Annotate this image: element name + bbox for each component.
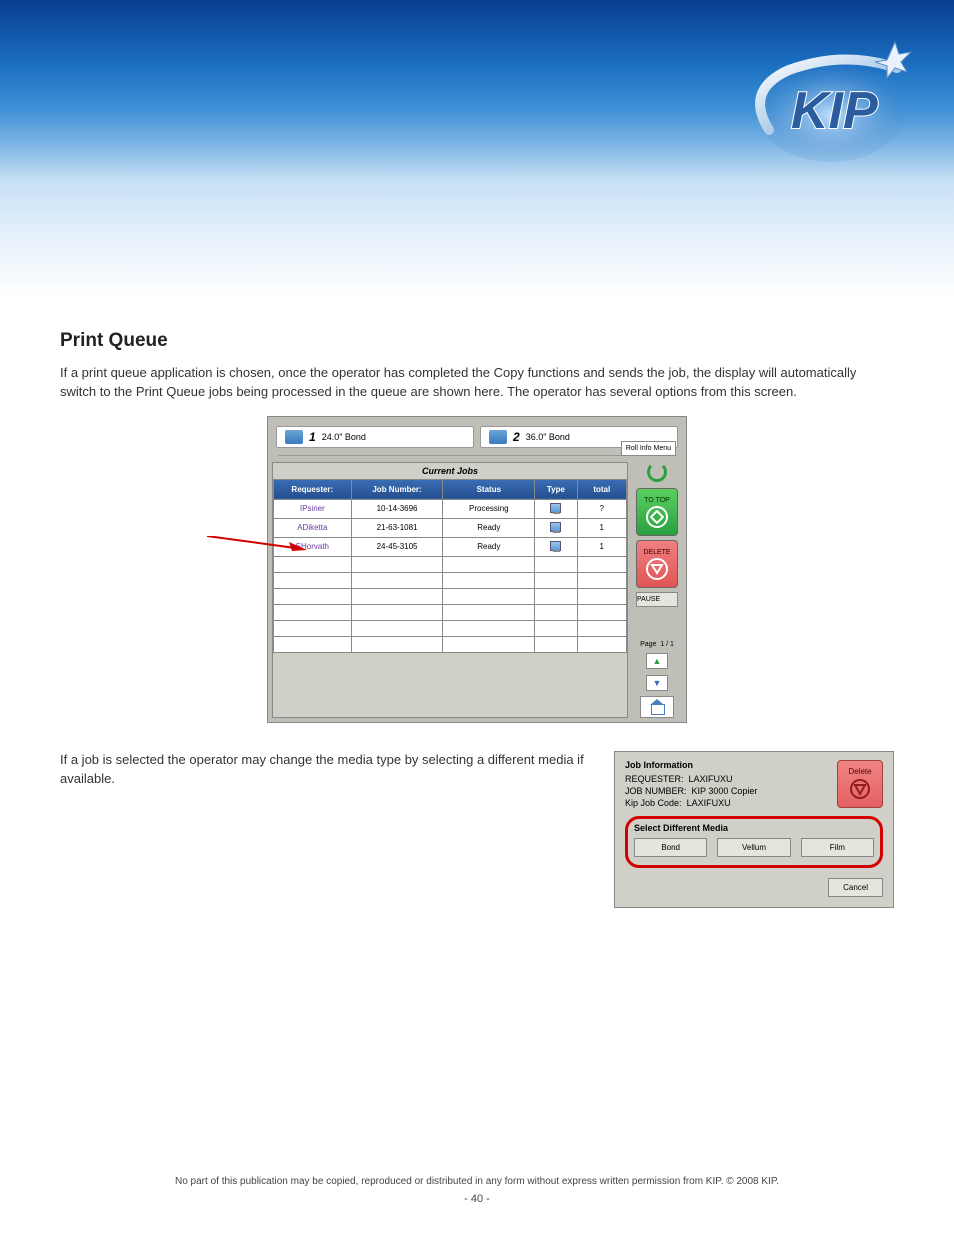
queue-caption: Current Jobs — [273, 463, 627, 479]
job-info-dialog: Job Information REQUESTER: LAXIFUXU JOB … — [614, 751, 894, 908]
roll-icon — [285, 430, 303, 444]
table-header-row: Requester: Job Number: Status Type total — [274, 479, 627, 499]
select-media-block: Select Different Media Bond Vellum Film — [625, 816, 883, 868]
refresh-icon[interactable] — [647, 462, 667, 482]
page-content: Print Queue If a print queue application… — [0, 300, 954, 938]
cell-status: Ready — [443, 518, 535, 537]
pc-icon — [550, 541, 561, 551]
to-top-button[interactable]: TO TOP — [636, 488, 678, 536]
job-requester-row: REQUESTER: LAXIFUXU — [625, 774, 757, 784]
th-job-number[interactable]: Job Number: — [351, 479, 443, 499]
table-row — [274, 620, 627, 636]
arrow-icon — [207, 536, 307, 551]
home-button[interactable] — [640, 696, 674, 718]
queue-body: Current Jobs Requester: Job Number: Stat… — [272, 462, 682, 718]
diamond-icon — [646, 506, 668, 528]
cell-requester: ADiketta — [274, 518, 352, 537]
cancel-button[interactable]: Cancel — [828, 878, 883, 897]
queue-table-wrap: Current Jobs Requester: Job Number: Stat… — [272, 462, 628, 718]
th-status[interactable]: Status — [443, 479, 535, 499]
pc-icon — [550, 503, 561, 513]
table-row[interactable]: IPsiner 10-14-3696 Processing ? — [274, 499, 627, 518]
job-number-row: JOB NUMBER: KIP 3000 Copier — [625, 786, 757, 796]
cell-total: ? — [577, 499, 626, 518]
cell-type — [535, 499, 577, 518]
delete-button[interactable]: DELETE — [636, 540, 678, 588]
section-title: Print Queue — [60, 330, 894, 352]
queue-screenshot-wrap: 1 24.0" Bond 2 36.0" Bond Roll Info Menu… — [267, 416, 687, 723]
th-type[interactable]: Type — [535, 479, 577, 499]
roll-info-menu-button[interactable]: Roll Info Menu — [621, 441, 676, 456]
table-row[interactable]: ADiketta 21-63-1081 Ready 1 — [274, 518, 627, 537]
stop-icon — [646, 558, 668, 580]
cell-type — [535, 537, 577, 556]
page-up-button[interactable]: ▲ — [646, 653, 668, 669]
job-info-title: Job Information — [625, 760, 757, 770]
dialog-delete-button[interactable]: Delete — [837, 760, 883, 808]
roll-icon — [489, 430, 507, 444]
job-info-fields: Job Information REQUESTER: LAXIFUXU JOB … — [625, 760, 757, 810]
roll-label: 36.0" Bond — [526, 432, 570, 442]
home-icon — [649, 700, 665, 714]
section-intro: If a print queue application is chosen, … — [60, 364, 894, 402]
th-requester[interactable]: Requester: — [274, 479, 352, 499]
select-media-title: Select Different Media — [634, 823, 874, 833]
job-code-row: Kip Job Code: LAXIFUXU — [625, 798, 757, 808]
table-row[interactable]: SHorvath 24-45-3105 Ready 1 — [274, 537, 627, 556]
kip-logo: KIP — [749, 30, 914, 165]
sub-header-gradient — [0, 180, 954, 300]
media-film-button[interactable]: Film — [801, 838, 874, 857]
cell-type — [535, 518, 577, 537]
delete-label: DELETE — [643, 549, 670, 556]
queue-top-bar: 1 24.0" Bond 2 36.0" Bond Roll Info Menu — [272, 421, 682, 453]
roll-label: 24.0" Bond — [322, 432, 366, 442]
roll-slot-1[interactable]: 1 24.0" Bond — [276, 426, 474, 448]
cell-job: 10-14-3696 — [351, 499, 443, 518]
table-row — [274, 588, 627, 604]
svg-text:KIP: KIP — [791, 82, 878, 140]
copyright-text: No part of this publication may be copie… — [0, 1176, 954, 1187]
cell-total: 1 — [577, 518, 626, 537]
media-vellum-button[interactable]: Vellum — [717, 838, 790, 857]
page-down-button[interactable]: ▼ — [646, 675, 668, 691]
cell-job: 21-63-1081 — [351, 518, 443, 537]
table-row — [274, 604, 627, 620]
queue-side-panel: TO TOP DELETE PAUSE Page 1 / 1 — [632, 462, 682, 718]
media-bond-button[interactable]: Bond — [634, 838, 707, 857]
to-top-label: TO TOP — [644, 497, 670, 504]
cell-status: Ready — [443, 537, 535, 556]
stop-icon — [849, 778, 871, 800]
cell-requester: IPsiner — [274, 499, 352, 518]
page-label: Page 1 / 1 — [640, 641, 674, 648]
job-dialog-top: Job Information REQUESTER: LAXIFUXU JOB … — [625, 760, 883, 810]
roll-number: 2 — [513, 430, 520, 444]
cell-total: 1 — [577, 537, 626, 556]
dialog-delete-label: Delete — [848, 767, 871, 776]
cell-job: 24-45-3105 — [351, 537, 443, 556]
roll-number: 1 — [309, 430, 316, 444]
table-row — [274, 572, 627, 588]
page-number: - 40 - — [0, 1193, 954, 1205]
header-band: KIP — [0, 0, 954, 180]
queue-screenshot: 1 24.0" Bond 2 36.0" Bond Roll Info Menu… — [267, 416, 687, 723]
page-footer: No part of this publication may be copie… — [0, 1176, 954, 1205]
dialog-row: If a job is selected the operator may ch… — [60, 751, 894, 908]
table-row — [274, 636, 627, 652]
dialog-cancel-row: Cancel — [625, 878, 883, 897]
queue-table: Requester: Job Number: Status Type total… — [273, 479, 627, 653]
th-total[interactable]: total — [577, 479, 626, 499]
dialog-description: If a job is selected the operator may ch… — [60, 751, 594, 789]
pause-button[interactable]: PAUSE — [636, 592, 678, 607]
pc-icon — [550, 522, 561, 532]
divider — [278, 455, 676, 456]
table-row — [274, 556, 627, 572]
media-buttons: Bond Vellum Film — [634, 838, 874, 857]
cell-status: Processing — [443, 499, 535, 518]
